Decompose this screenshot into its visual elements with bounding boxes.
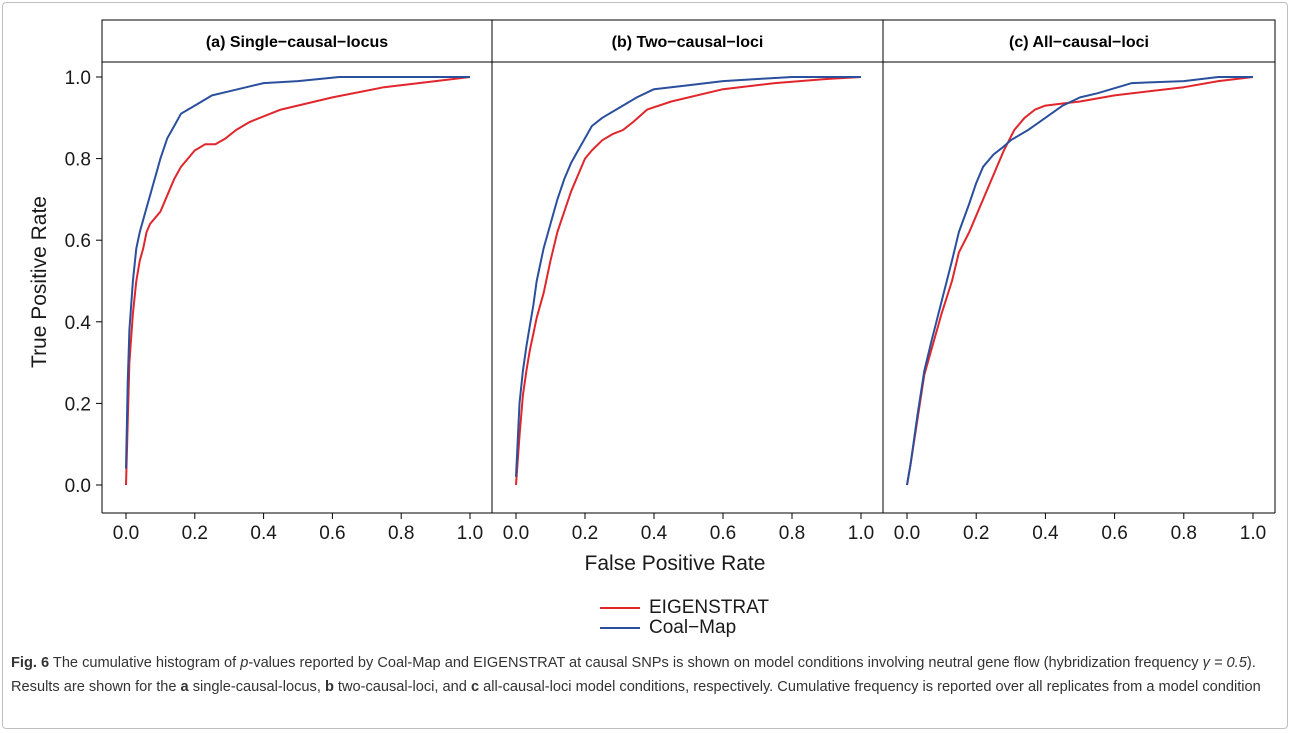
x-tick-label-2-4: 0.8: [1171, 523, 1197, 544]
caption-p-variable: p: [240, 655, 249, 671]
legend-label-coalmap: Coal−Map: [649, 617, 737, 638]
caption-text-6: all-causal-loci model conditions, respec…: [479, 679, 1261, 695]
x-tick-label-0-5: 1.0: [457, 523, 483, 544]
panel-strip-1: [491, 19, 884, 63]
roc-chart: (a) Single−causal−locus 0.0 0.2 0.4 0.6 0.8 1.…: [28, 19, 1276, 575]
caption-figure-label: Fig. 6: [11, 655, 50, 671]
y-axis-title: True Positive Rate: [28, 196, 51, 368]
panel-title-0: (a) Single−causal−locus: [206, 34, 388, 51]
y-tick-label-1: 0.2: [65, 394, 91, 415]
panel-title-1: (b) Two−causal−loci: [612, 34, 764, 51]
series-line-coalmap-panel-1: [515, 76, 861, 477]
x-tick-label-0-3: 0.6: [319, 523, 345, 544]
series-line-coalmap-panel-0: [125, 76, 470, 469]
caption-text-5: two-causal-loci, and: [333, 679, 471, 695]
x-tick-label-2-0: 0.0: [894, 523, 920, 544]
x-tick-label-2-2: 0.4: [1032, 523, 1059, 544]
caption-panel-a: a: [180, 679, 189, 695]
caption-gamma: γ = 0.5: [1202, 655, 1247, 671]
series-line-eigenstrat-panel-2: [906, 76, 1254, 486]
x-tick-label-0-4: 0.8: [388, 523, 414, 544]
caption-panel-b: b: [324, 679, 334, 695]
caption-panel-c: c: [470, 679, 480, 695]
x-tick-label-1-5: 1.0: [848, 523, 874, 544]
legend-item-eigenstrat: EIGENSTRAT: [600, 598, 769, 618]
caption-text-1: The cumulative histogram of: [49, 655, 241, 671]
legend-swatch-coalmap: [600, 627, 640, 629]
y-tick-label-5: 1.0: [65, 68, 91, 89]
panel-title-2: (c) All−causal−loci: [1009, 34, 1149, 51]
figure-caption: Fig. 6 The cumulative histogram of p-val…: [11, 651, 1281, 699]
x-tick-label-0-2: 0.4: [250, 523, 277, 544]
caption-text-3: ). Results are shown for the: [11, 655, 1256, 695]
y-tick-label-2: 0.4: [65, 313, 92, 334]
y-tick-label-0: 0.0: [65, 476, 91, 497]
series-line-eigenstrat-panel-0: [125, 76, 471, 486]
legend-item-coalmap: Coal−Map: [600, 618, 769, 638]
x-tick-label-1-1: 0.2: [572, 523, 598, 544]
x-tick-label-1-0: 0.0: [503, 523, 529, 544]
series-line-eigenstrat-panel-1: [515, 76, 862, 486]
x-axis-title: False Positive Rate: [585, 552, 766, 575]
y-tick-label-3: 0.6: [65, 231, 91, 252]
panel-strip-2: [882, 19, 1276, 63]
x-tick-label-1-3: 0.6: [710, 523, 736, 544]
legend-label-eigenstrat: EIGENSTRAT: [649, 597, 769, 618]
x-tick-label-1-2: 0.4: [641, 523, 668, 544]
legend: EIGENSTRAT Coal−Map: [600, 598, 769, 638]
caption-text-4: single-causal-locus,: [188, 679, 325, 695]
x-tick-label-0-1: 0.2: [182, 523, 208, 544]
caption-text-2: -values reported by Coal-Map and EIGENST…: [248, 655, 1203, 671]
x-tick-label-1-4: 0.8: [779, 523, 805, 544]
legend-swatch-eigenstrat: [600, 607, 640, 609]
x-tick-label-2-5: 1.0: [1240, 523, 1266, 544]
panel-strip-0: [101, 19, 493, 63]
series-line-coalmap-panel-2: [906, 76, 1253, 486]
y-tick-label-4: 0.8: [65, 150, 91, 171]
x-tick-label-2-3: 0.6: [1101, 523, 1127, 544]
x-tick-label-0-0: 0.0: [113, 523, 139, 544]
x-tick-label-2-1: 0.2: [963, 523, 989, 544]
